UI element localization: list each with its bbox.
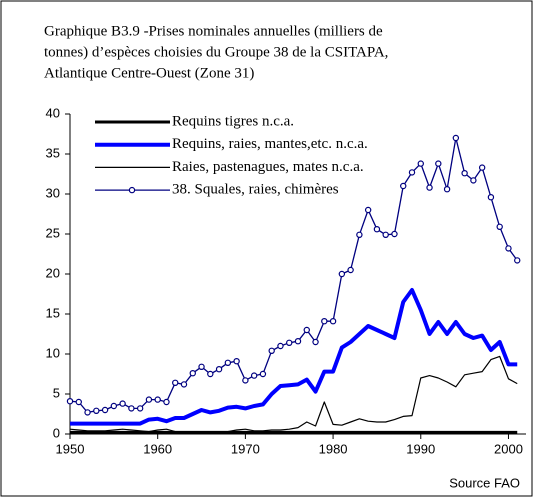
marker <box>400 182 407 190</box>
legend-label: Requins, raies, mantes,etc. n.c.a. <box>172 136 368 152</box>
marker <box>119 400 126 407</box>
y-tick-label: 40 <box>46 105 60 120</box>
marker <box>93 407 100 414</box>
marker <box>426 184 433 191</box>
series-line <box>69 137 518 414</box>
y-tick-label: 35 <box>46 145 60 160</box>
chart-title: Graphique B3.9 -Prises nominales annuell… <box>44 23 383 39</box>
marker <box>101 406 109 414</box>
marker <box>110 402 118 410</box>
marker <box>233 358 240 365</box>
marker <box>172 379 179 386</box>
marker <box>514 257 521 264</box>
marker <box>207 370 214 378</box>
marker <box>461 169 468 177</box>
series-line <box>70 288 518 426</box>
x-tick-label: 1970 <box>231 441 260 456</box>
y-tick-label: 10 <box>46 345 60 360</box>
legend-label: Requins tigres n.c.a. <box>172 113 294 129</box>
marker <box>478 164 486 171</box>
x-tick-label: 1980 <box>319 441 348 456</box>
marker <box>242 377 249 384</box>
marker <box>373 225 381 233</box>
marker <box>417 160 424 167</box>
marker <box>470 177 477 184</box>
legend-label: Raies, pastenagues, mates n.c.a. <box>172 159 364 175</box>
y-tick-label: 15 <box>46 305 60 320</box>
x-tick-label: 1990 <box>406 441 435 456</box>
marker <box>303 326 310 334</box>
marker <box>145 396 153 403</box>
marker <box>224 359 232 366</box>
marker <box>286 339 293 346</box>
y-tick-label: 25 <box>46 225 60 240</box>
y-tick-label: 30 <box>46 185 60 200</box>
series-line <box>69 355 518 433</box>
marker <box>215 366 223 373</box>
marker <box>321 318 328 325</box>
marker <box>487 193 495 201</box>
marker <box>391 230 398 238</box>
legend-marker <box>128 186 136 194</box>
marker <box>294 338 302 345</box>
marker <box>259 370 267 378</box>
marker <box>382 231 389 238</box>
marker <box>250 372 258 379</box>
marker <box>66 398 74 405</box>
marker <box>364 206 372 214</box>
marker <box>277 342 284 350</box>
chart-title: tonnes) d’espèces choisies du Groupe 38 … <box>44 44 388 60</box>
marker <box>180 381 188 388</box>
marker <box>154 396 161 403</box>
marker <box>452 134 460 142</box>
y-tick-label: 0 <box>53 425 60 440</box>
marker <box>329 318 337 325</box>
x-tick-label: 1950 <box>56 441 85 456</box>
marker <box>84 409 91 416</box>
marker <box>75 398 82 406</box>
marker <box>408 169 416 176</box>
legend-label: 38. Squales, raies, chimères <box>172 182 339 198</box>
x-tick-label: 1960 <box>143 441 172 456</box>
y-tick-label: 20 <box>46 265 60 280</box>
marker <box>443 185 451 193</box>
marker <box>128 405 135 412</box>
marker <box>356 231 363 238</box>
marker <box>435 160 442 167</box>
marker <box>189 370 196 377</box>
marker <box>198 363 205 370</box>
marker <box>268 347 275 354</box>
marker <box>347 266 354 274</box>
marker <box>136 405 144 412</box>
marker <box>338 270 346 278</box>
source: Source FAO <box>449 475 520 490</box>
marker <box>312 338 319 346</box>
marker <box>163 398 170 406</box>
y-tick-label: 5 <box>53 385 60 400</box>
marker <box>505 245 512 252</box>
marker <box>496 223 503 230</box>
chart-title: Atlantique Centre-Ouest (Zone 31) <box>44 65 254 81</box>
x-tick-label: 2000 <box>494 441 523 456</box>
